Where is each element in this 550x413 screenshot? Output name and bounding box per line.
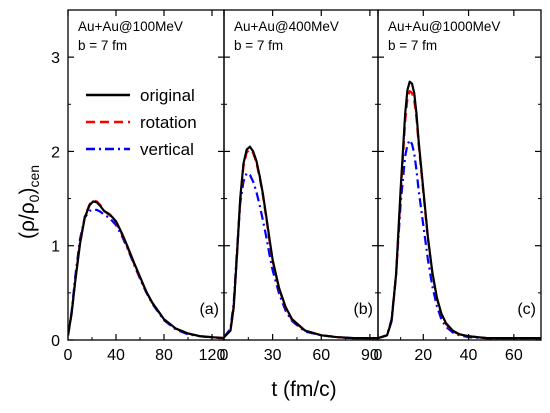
panel-b-title: Au+Au@400MeV bbox=[234, 19, 339, 34]
panel-a-xtick-label: 120 bbox=[199, 347, 226, 364]
y-axis-label-sub: cen bbox=[26, 165, 42, 188]
panel-c-xtick-label: 0 bbox=[374, 347, 383, 364]
legend-label-rotation: rotation bbox=[140, 113, 197, 132]
ytick-label: 3 bbox=[51, 50, 60, 67]
panel-b-xtick-label: 60 bbox=[312, 347, 330, 364]
x-axis-label: t (fm/c) bbox=[271, 378, 336, 401]
panel-c-subtitle: b = 7 fm bbox=[388, 38, 437, 53]
panel-b-xtick-label: 30 bbox=[264, 347, 282, 364]
panel-c-series-original bbox=[378, 80, 541, 340]
panel-b-xtick-label: 0 bbox=[220, 347, 229, 364]
panel-a-xtick-label: 0 bbox=[64, 347, 73, 364]
ytick-label: 2 bbox=[51, 144, 60, 161]
panel-b-tag: (b) bbox=[353, 301, 373, 318]
panel-a-xtick-label: 80 bbox=[155, 347, 173, 364]
panel-a-title: Au+Au@100MeV bbox=[78, 19, 183, 34]
panel-c-xtick-label: 20 bbox=[414, 347, 432, 364]
legend-label-original: original bbox=[140, 86, 195, 105]
ytick-label: 1 bbox=[51, 239, 60, 256]
plot-ticks bbox=[67, 10, 541, 341]
panel-b-subtitle: b = 7 fm bbox=[234, 38, 283, 53]
panel-a-tag: (a) bbox=[199, 301, 219, 318]
legend: original rotation vertical bbox=[86, 86, 197, 159]
panel-a-series-vertical bbox=[68, 208, 224, 340]
panel-a-xtick-label: 40 bbox=[107, 347, 125, 364]
legend-label-vertical: vertical bbox=[140, 140, 194, 159]
panel-c-title: Au+Au@1000MeV bbox=[388, 19, 500, 34]
panel-c-xtick-label: 40 bbox=[460, 347, 478, 364]
y-axis-label-sub0: 0 bbox=[26, 194, 42, 202]
panel-c-xtick-label: 60 bbox=[505, 347, 523, 364]
plot-series bbox=[68, 80, 541, 340]
panel-b-xtick-label: 90 bbox=[361, 347, 379, 364]
y-axis-label: (ρ/ρ0)cen bbox=[16, 165, 42, 239]
panel-c-tag: (c) bbox=[517, 301, 536, 318]
panel-a-series-original bbox=[68, 200, 224, 340]
ytick-label: 0 bbox=[51, 333, 60, 350]
y-axis-label-close: ) bbox=[16, 188, 39, 195]
panel-a-subtitle: b = 7 fm bbox=[78, 38, 127, 53]
plot-frames bbox=[67, 9, 542, 341]
y-axis-label-main: (ρ/ρ bbox=[16, 202, 39, 239]
panel-b-series-original bbox=[224, 145, 378, 340]
panel-c-frame bbox=[377, 9, 542, 341]
